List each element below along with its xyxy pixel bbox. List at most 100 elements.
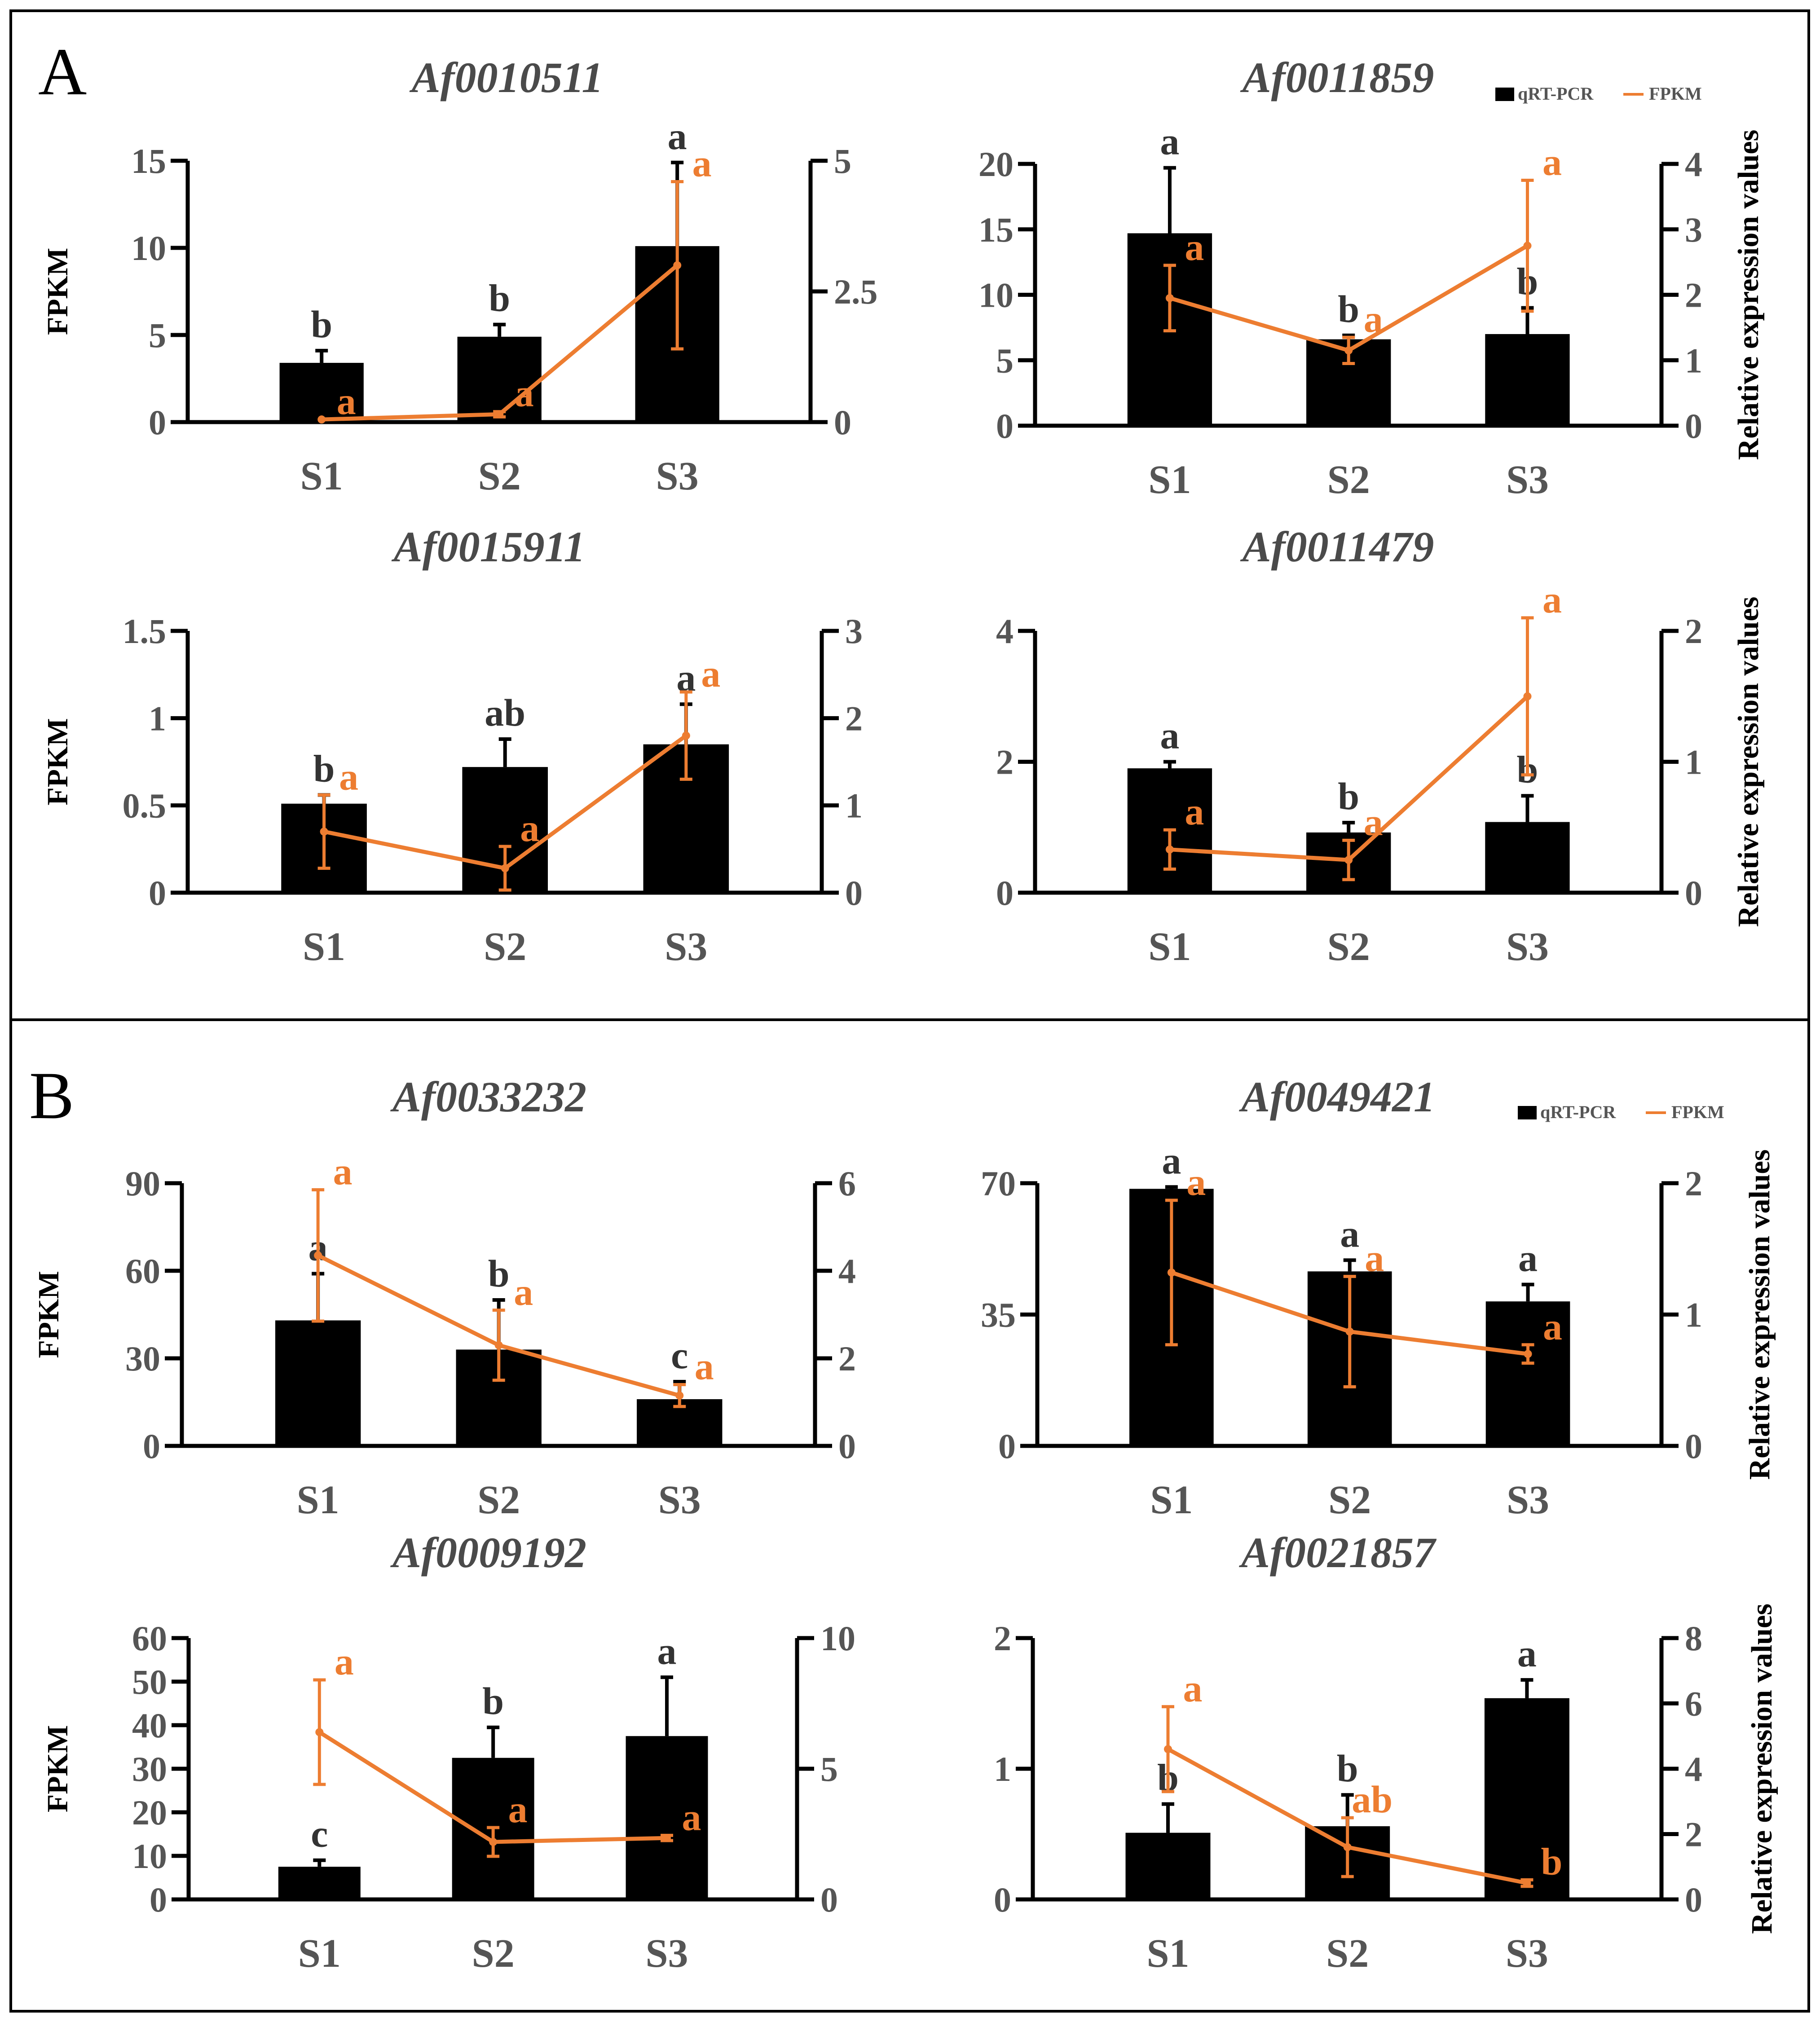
left-tick-label: 40 [132,1706,167,1745]
line-point [1344,346,1353,355]
right-tick-label: 2 [1685,1815,1702,1854]
right-tick-label: 6 [1685,1684,1702,1723]
bar-significance-label: a [1518,1237,1538,1280]
line-significance-label: a [514,1270,533,1313]
left-tick-label: 90 [125,1164,160,1203]
line-significance-label: a [701,652,720,695]
left-tick-label: 70 [981,1164,1016,1203]
chart-Af0009192: Af0009192 0 10 20 30 40 50 60 0 5 10 S1 S2 S3 FPKM c b a a… [41,1529,855,1976]
line-significance-label: a [692,142,712,185]
right-tick-label: 0 [834,403,851,442]
bar-significance-label: b [482,1679,504,1722]
line-point [1523,242,1532,250]
right-tick-label: 5 [820,1749,838,1789]
right-tick-label: 1 [1685,1295,1702,1335]
legend-panel-b: qRT-PCR FPKM [1518,1102,1724,1122]
right-tick-label: 1 [1685,341,1702,380]
left-tick-label: 0 [996,873,1014,912]
category-label: S3 [1506,925,1549,969]
category-label: S2 [484,925,526,969]
left-tick-label: 10 [132,1837,167,1876]
line-significance-label: a [1183,1667,1203,1710]
bar [1484,1698,1569,1899]
right-tick-label: 4 [1685,1749,1702,1789]
left-tick-label: 10 [131,229,166,268]
category-label: S2 [1327,925,1370,969]
legend-line-label: FPKM [1649,84,1702,104]
line-point [675,1391,684,1400]
left-tick-label: 60 [132,1619,167,1658]
left-tick-label: 4 [996,612,1014,651]
line-point [315,1728,324,1736]
bar [279,363,364,422]
category-label: S1 [297,1478,339,1522]
y-axis-label-left: FPKM [32,1271,65,1358]
line-point [1164,1745,1172,1753]
line-significance-label: a [508,1788,528,1831]
line-point [314,1251,322,1260]
line-point [1524,1350,1532,1358]
bar [1485,1301,1570,1446]
line-significance-label: a [1542,578,1562,621]
line-significance-label: a [1185,790,1204,833]
chart-Af0049421: Af0049421 0 35 70 0 1 2 S1 S2 S3 Relative expressi… [981,1073,1776,1522]
left-tick-label: 15 [131,141,166,181]
line-point [495,410,504,418]
category-label: S1 [1150,1478,1193,1522]
line-significance-label: a [515,372,534,415]
category-label: S2 [1328,1478,1371,1522]
left-tick-label: 0 [998,1427,1016,1466]
left-tick-label: 0 [149,873,166,912]
chart-Af0033232: Af003323203060900246S1S2S3FPKMabcaaa [32,1073,856,1522]
chart-title: Af0009192 [390,1529,586,1577]
bar-significance-label: b [1338,287,1359,330]
left-tick-label: 2 [994,1619,1011,1658]
line-significance-label: a [1186,1160,1206,1203]
y-axis-label-right: Relative expression values [1732,130,1765,460]
line-significance-label: ab [1352,1778,1393,1821]
right-tick-label: 2 [1685,1164,1702,1203]
left-tick-label: 0 [996,406,1014,445]
category-label: S3 [656,454,699,498]
left-tick-label: 0 [150,1880,167,1919]
line-point [1165,845,1174,854]
line-point [1167,1268,1176,1277]
panel-a-letter: A [38,35,87,109]
bar-significance-label: a [668,115,687,158]
right-tick-label: 3 [1685,210,1702,249]
bar-significance-label: a [1160,120,1179,163]
line-significance-label: a [695,1345,714,1388]
legend-bar-label: qRT-PCR [1540,1102,1616,1122]
line-point [1165,294,1174,302]
line-significance-label: a [335,1640,354,1683]
y-axis-label-left: FPKM [41,248,74,335]
line-point [494,1341,503,1349]
right-tick-label: 6 [838,1164,856,1203]
category-label: S1 [1148,925,1191,969]
category-label: S3 [658,1478,701,1522]
line-point [1344,856,1353,864]
bar-significance-label: a [1517,1632,1537,1675]
line-point [1523,692,1532,700]
category-label: S3 [1506,1931,1548,1976]
right-tick-label: 0 [1685,1880,1702,1919]
category-label: S1 [300,454,343,498]
bar-significance-label: a [1340,1212,1359,1255]
left-tick-label: 10 [978,276,1014,315]
line-point [673,261,682,269]
legend-line-label: FPKM [1671,1102,1724,1122]
left-tick-label: 0.5 [123,786,167,825]
left-tick-label: 1 [994,1749,1011,1789]
legend-bar-label: qRT-PCR [1518,84,1594,104]
chart-title: Af0010511 [410,53,604,101]
right-tick-label: 2 [838,1339,856,1378]
bar-significance-label: ab [485,691,525,734]
line-point [501,864,509,872]
bar-significance-label: b [311,303,332,346]
bar [1485,334,1570,426]
legend-bar-swatch [1495,88,1514,101]
right-tick-label: 0 [1685,1427,1702,1466]
